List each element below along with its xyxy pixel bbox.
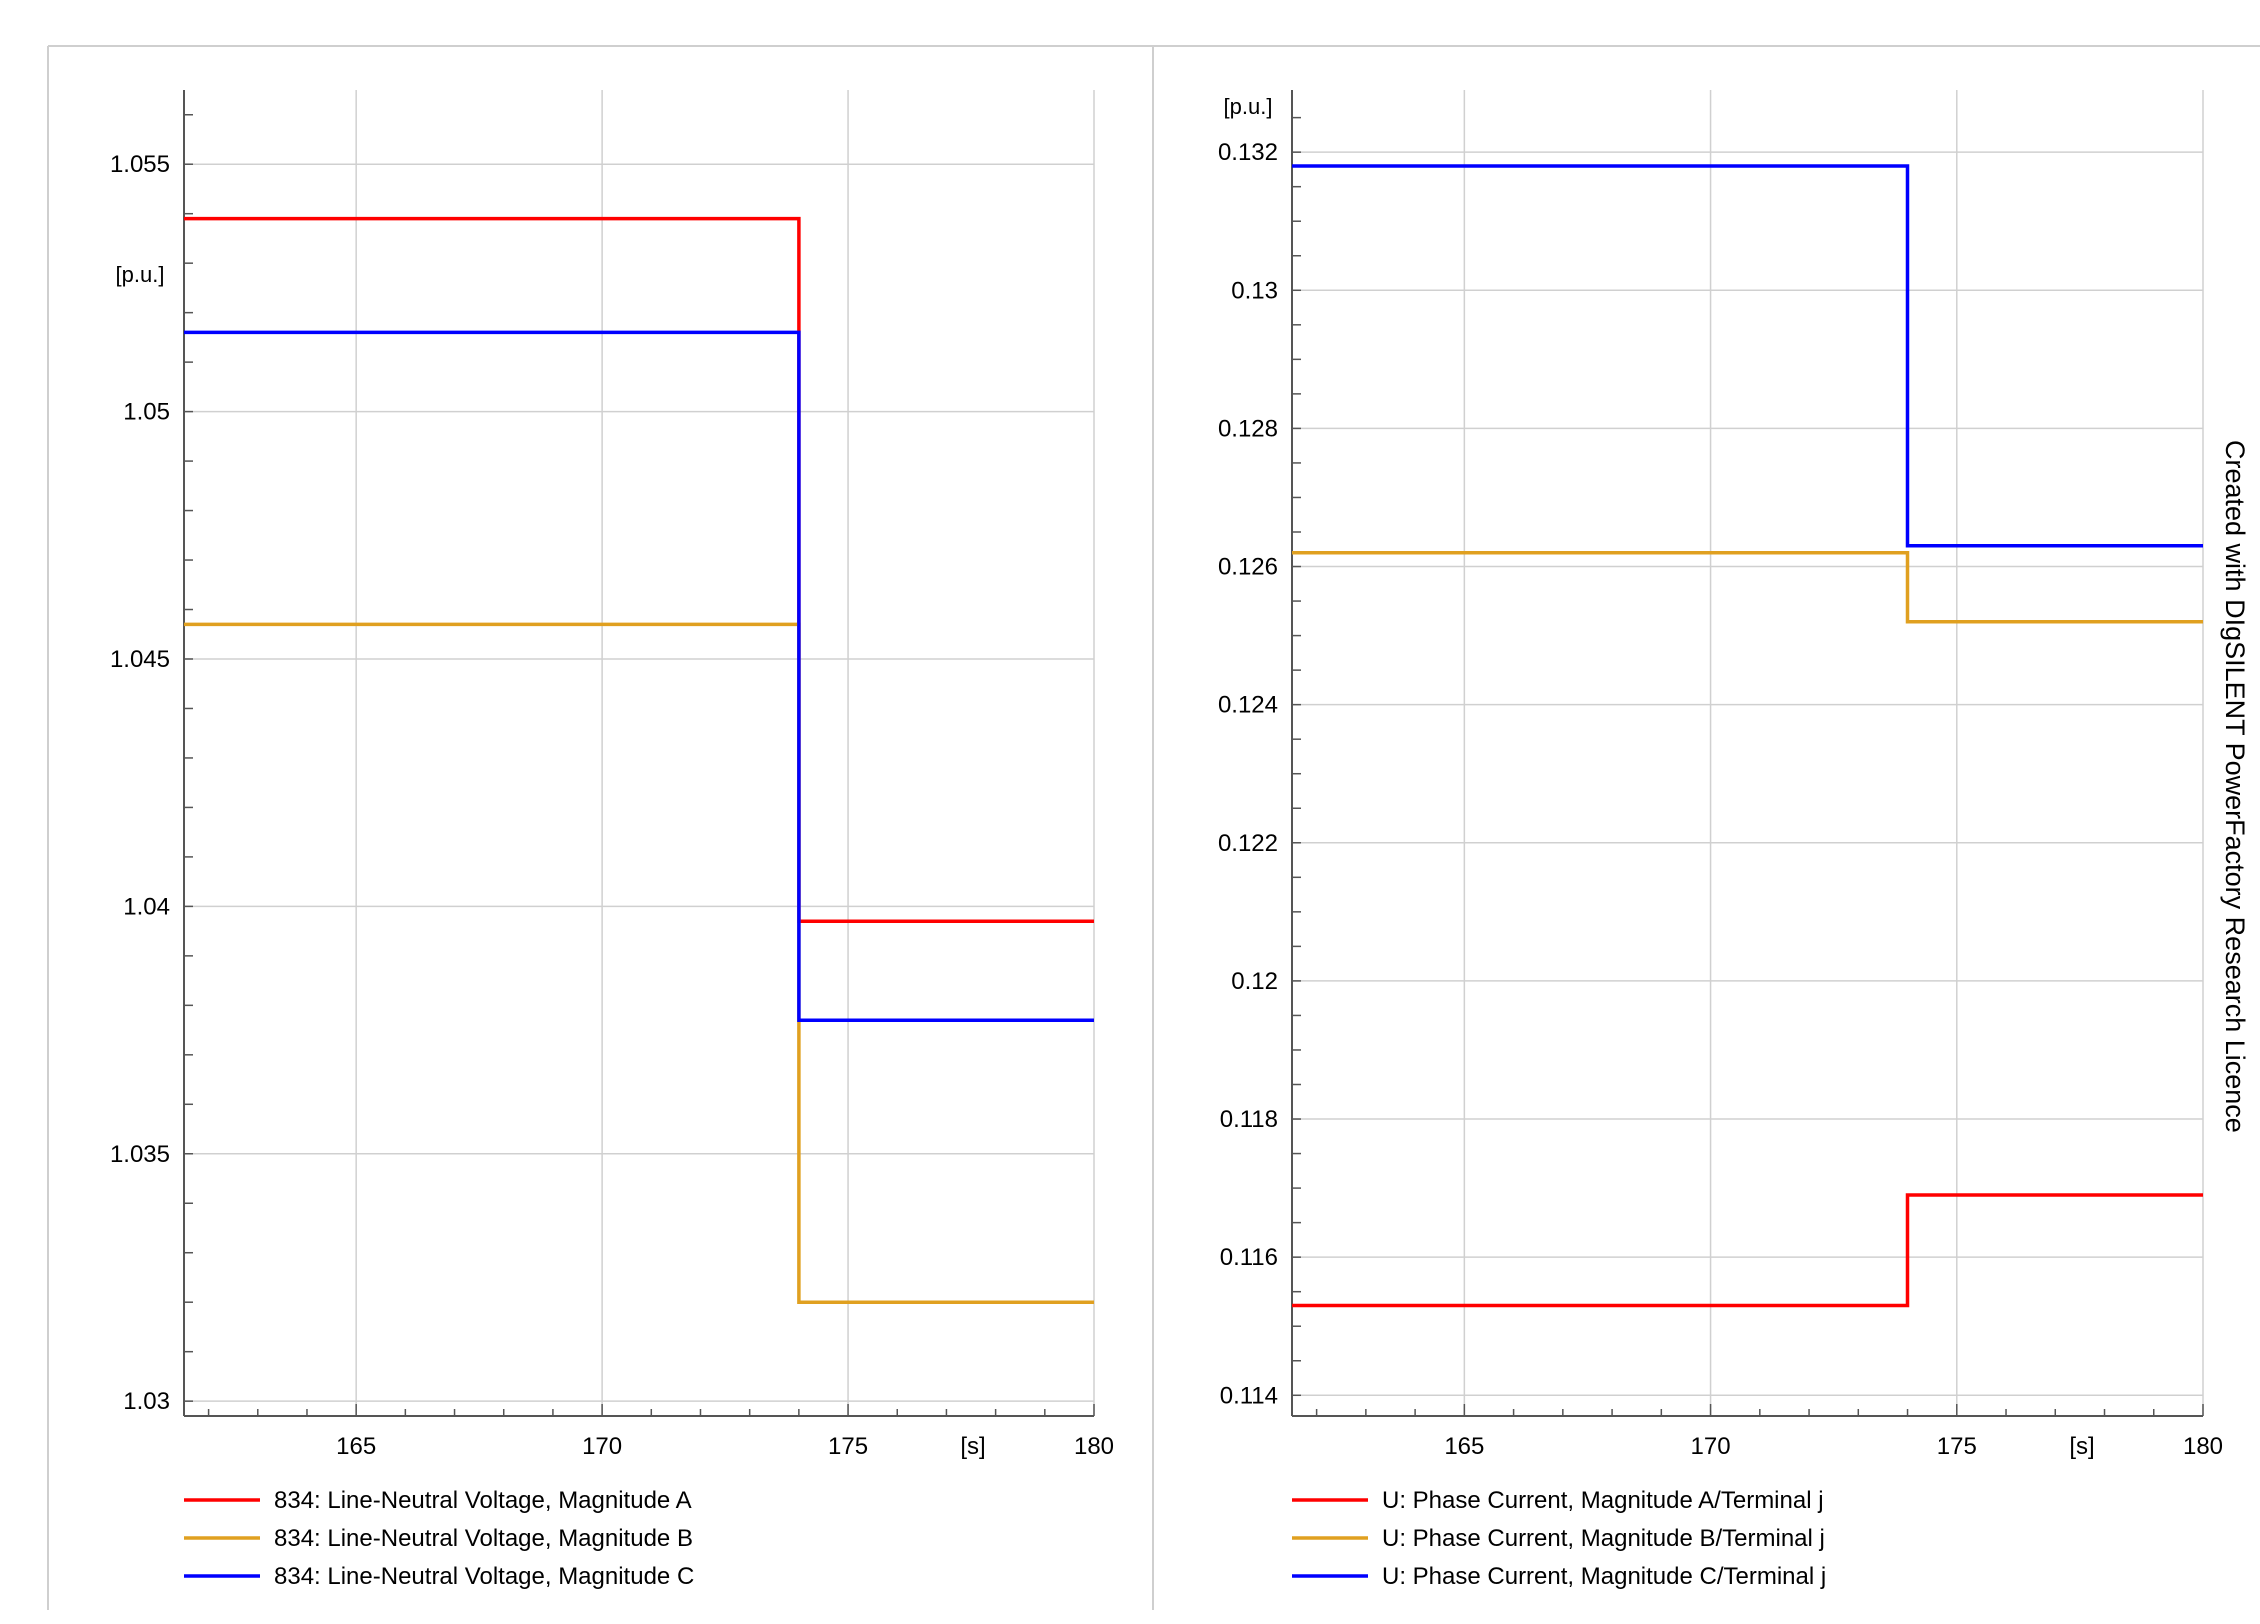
x-tick-label: 170 [1691, 1433, 1731, 1460]
y-tick-label: 0.118 [1220, 1106, 1278, 1133]
current-chart-panel: 165 170 175 180 0.114 0.116 0.118 0.12 0.122 0.12… [1218, 90, 2223, 1590]
series-line [1292, 1193, 2203, 1308]
legend-label: U: Phase Current, Magnitude A/Terminal j [1382, 1487, 1824, 1514]
legend-label: U: Phase Current, Magnitude C/Terminal j [1382, 1563, 1826, 1590]
y-tick-label: 0.126 [1218, 554, 1278, 581]
legend-label: 834: Line-Neutral Voltage, Magnitude A [274, 1487, 692, 1514]
y-tick-label: 0.116 [1220, 1244, 1278, 1271]
y-tick-label: 1.04 [123, 893, 170, 920]
y-tick-label: 1.035 [110, 1141, 170, 1168]
y-tick-label: 0.13 [1231, 277, 1278, 304]
series-line [184, 216, 1094, 923]
legend-label: 834: Line-Neutral Voltage, Magnitude B [274, 1525, 693, 1552]
series-line [1292, 164, 2203, 548]
y-tick-label: 1.05 [123, 399, 170, 426]
y-tick-label: 0.12 [1231, 968, 1278, 995]
legend-label: U: Phase Current, Magnitude B/Terminal j [1382, 1525, 1825, 1552]
x-tick-label: 170 [582, 1433, 622, 1460]
x-tick-label: 180 [2183, 1433, 2223, 1460]
legend-label: 834: Line-Neutral Voltage, Magnitude C [274, 1563, 694, 1590]
x-axis-unit-label: [s] [2069, 1433, 2094, 1460]
x-tick-label: 175 [828, 1433, 868, 1460]
series-line [184, 330, 1094, 1022]
x-tick-label: 165 [336, 1433, 376, 1460]
y-tick-label: 1.055 [110, 151, 170, 178]
voltage-chart-panel: 165 170 175 180 1.03 1.035 1.04 1.045 1.05 1.055 [… [110, 90, 1114, 1590]
y-tick-label: 0.122 [1218, 830, 1278, 857]
watermark-text: Created with DIgSILENT PowerFactory Rese… [2220, 440, 2250, 1133]
x-tick-label: 165 [1444, 1433, 1484, 1460]
y-tick-label: 1.045 [110, 646, 170, 673]
y-tick-label: 0.114 [1220, 1382, 1278, 1409]
series-line [184, 622, 1094, 1304]
x-tick-label: 175 [1937, 1433, 1977, 1460]
x-tick-label: 180 [1074, 1433, 1114, 1460]
y-axis-unit-label: [p.u.] [116, 262, 165, 287]
y-axis-unit-label: [p.u.] [1224, 94, 1273, 119]
y-tick-label: 0.128 [1218, 415, 1278, 442]
series-line [1292, 550, 2203, 624]
y-tick-label: 0.124 [1218, 692, 1278, 719]
y-tick-label: 0.132 [1218, 139, 1278, 166]
x-axis-unit-label: [s] [960, 1433, 985, 1460]
y-tick-label: 1.03 [123, 1388, 170, 1415]
